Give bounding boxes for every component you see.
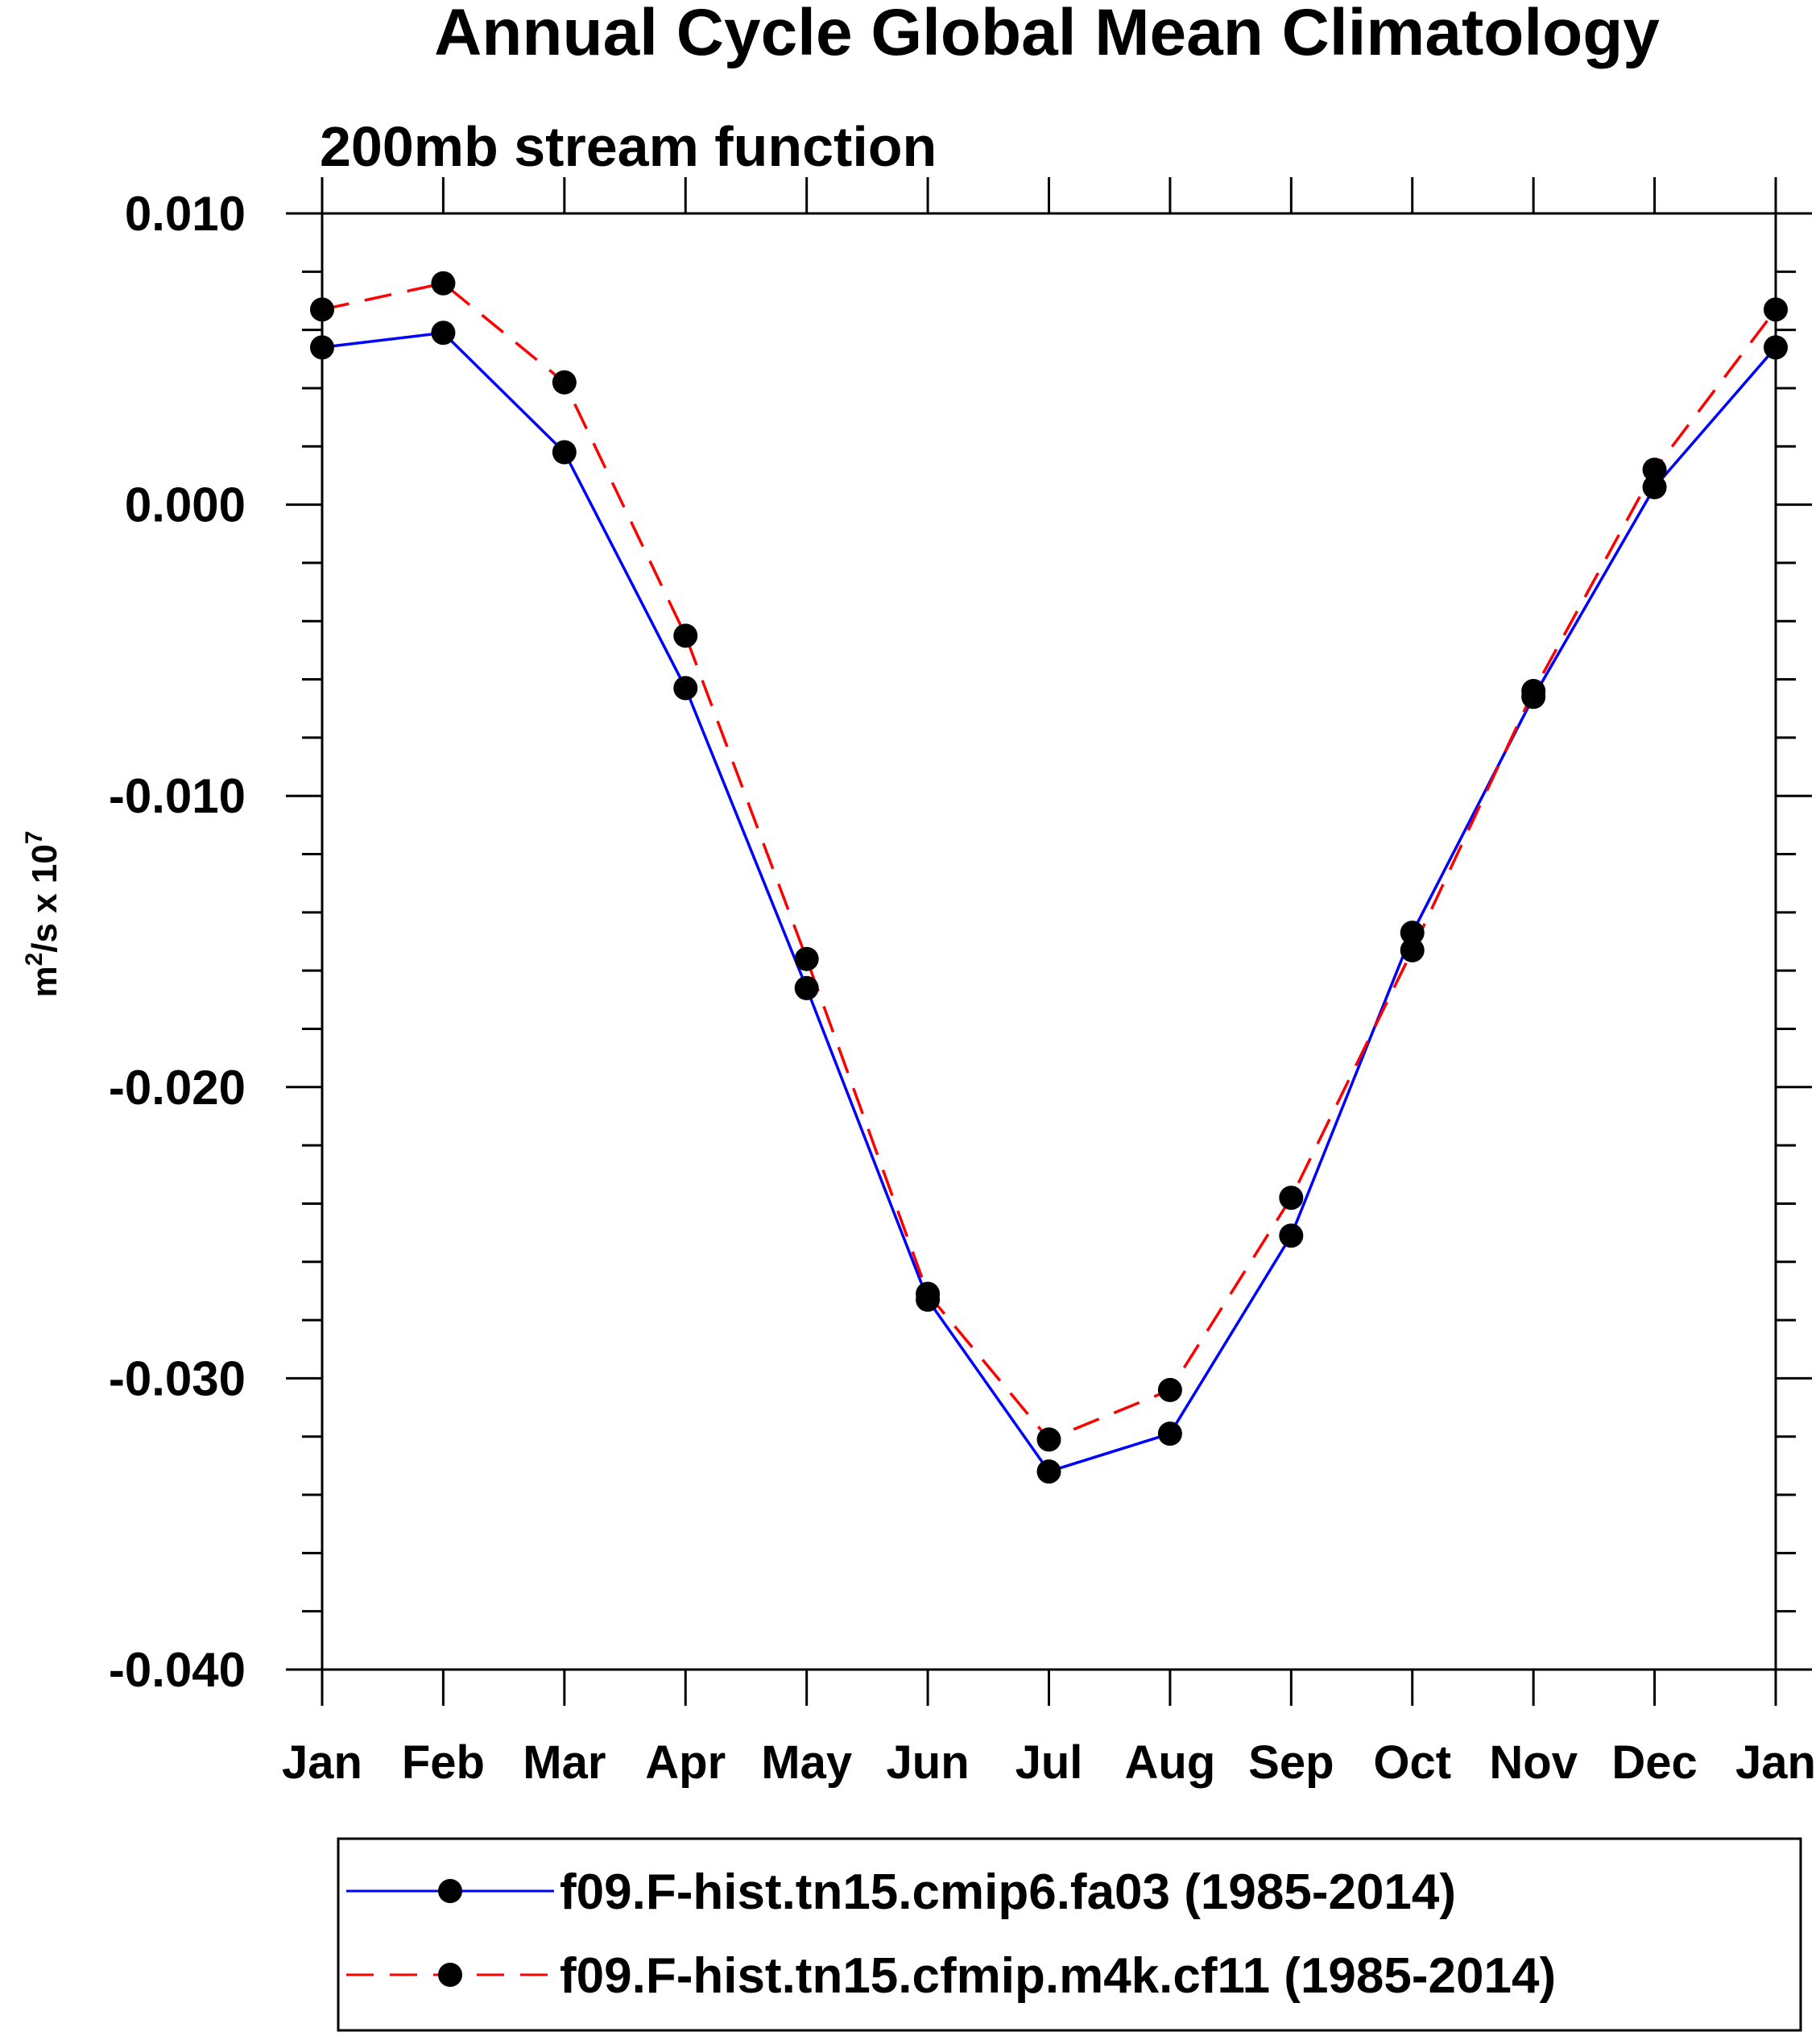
legend-marker-1 — [438, 1879, 462, 1903]
y-tick-label: -0.040 — [109, 1643, 246, 1697]
data-point-series-2 — [1036, 1427, 1061, 1452]
data-point-series-2 — [1764, 297, 1788, 322]
series-line-2 — [321, 281, 1777, 1442]
data-point-series-1 — [1400, 921, 1425, 946]
chart-title: Annual Cycle Global Mean Climatology — [434, 0, 1660, 69]
legend-marker-2 — [438, 1963, 462, 1987]
data-point-series-1 — [1157, 1421, 1182, 1446]
x-tick-label: Jul — [1015, 1736, 1083, 1789]
chart-subtitle: 200mb stream function — [320, 115, 937, 178]
data-point-series-2 — [310, 297, 334, 322]
x-tick-label: May — [761, 1736, 852, 1789]
data-point-series-1 — [310, 335, 334, 360]
data-point-series-1 — [794, 975, 819, 1000]
legend-label-1: f09.F-hist.tn15.cmip6.fa03 (1985-2014) — [560, 1864, 1456, 1920]
data-point-series-2 — [1521, 679, 1546, 704]
data-point-series-1 — [431, 321, 456, 346]
data-point-series-2 — [673, 623, 698, 648]
x-tick-label: Mar — [523, 1736, 606, 1789]
x-tick-label: Sep — [1248, 1736, 1334, 1789]
data-point-series-1 — [552, 440, 577, 465]
y-tick-label: 0.000 — [125, 478, 246, 532]
data-point-series-2 — [1279, 1186, 1304, 1210]
axes: 0.010 0.000 -0.010 -0.020 -0.030 -0.040 Jan Feb… — [109, 177, 1816, 1789]
legend-box — [337, 1837, 1802, 2032]
y-tick-label: 0.010 — [125, 187, 246, 241]
ylabel-base: m — [25, 966, 64, 997]
y-tick-label: -0.010 — [109, 769, 246, 823]
x-tick-label: Nov — [1489, 1736, 1578, 1789]
y-axis-label: m2/s x 107 — [21, 830, 64, 997]
data-point-series-2 — [1157, 1377, 1182, 1402]
x-tick-label: Feb — [402, 1736, 485, 1789]
ylabel-sup1: 2 — [21, 953, 48, 966]
legend: f09.F-hist.tn15.cmip6.fa03 (1985-2014) f… — [337, 1837, 1802, 2032]
legend-label-2: f09.F-hist.tn15.cfmip.m4k.cf11 (1985-201… — [560, 1948, 1556, 2004]
data-point-series-2 — [431, 271, 456, 296]
data-point-series-2 — [1642, 457, 1667, 482]
data-point-series-1 — [673, 676, 698, 701]
data-point-series-1 — [1036, 1459, 1061, 1484]
x-tick-label: Apr — [645, 1736, 726, 1789]
x-tick-label: Jan — [1735, 1736, 1816, 1789]
x-tick-label: Jun — [887, 1736, 970, 1789]
data-point-series-2 — [916, 1281, 941, 1306]
x-tick-label: Aug — [1125, 1736, 1216, 1789]
data-point-series-1 — [1279, 1223, 1304, 1248]
x-tick-label: Oct — [1373, 1736, 1451, 1789]
series-lines — [321, 281, 1777, 1474]
ylabel-mid: /s x 10 — [25, 844, 64, 953]
x-tick-label: Jan — [282, 1736, 362, 1789]
data-point-series-2 — [552, 370, 577, 395]
series-line-1 — [321, 331, 1777, 1474]
data-point-series-1 — [1764, 335, 1788, 360]
y-tick-label: -0.020 — [109, 1061, 246, 1115]
y-tick-label: -0.030 — [109, 1351, 246, 1405]
data-point-series-1 — [1642, 474, 1667, 499]
svg-text:m2/s x 107: m2/s x 107 — [21, 830, 64, 997]
x-tick-label: Dec — [1611, 1736, 1697, 1789]
data-point-series-2 — [794, 946, 819, 971]
series-markers — [310, 271, 1788, 1484]
ylabel-sup2: 7 — [21, 830, 48, 844]
data-point-series-2 — [1400, 937, 1425, 962]
